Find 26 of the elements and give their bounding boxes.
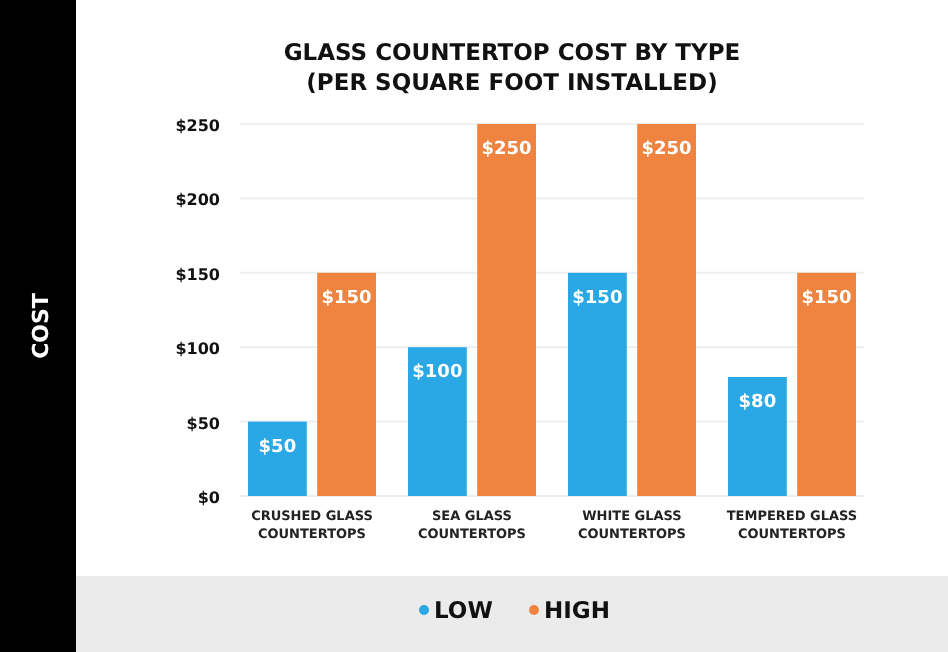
legend-label: LOW xyxy=(434,596,494,624)
bar xyxy=(728,376,787,496)
data-label: $250 xyxy=(481,140,532,160)
data-label: $80 xyxy=(738,392,777,413)
data-label: $50 xyxy=(258,437,297,458)
bar xyxy=(317,272,376,496)
bar xyxy=(637,124,696,496)
data-label: $150 xyxy=(801,288,852,309)
y-tick-label: $150 xyxy=(175,265,221,284)
legend-label: HIGH xyxy=(544,596,610,624)
chart-title: GLASS COUNTERTOP COST BY TYPE (PER SQUARE FOOT INSTALLED) xyxy=(283,38,741,96)
text: COST xyxy=(28,292,54,359)
bar xyxy=(248,421,307,496)
y-tick-label: $0 xyxy=(197,489,221,507)
data-label: $150 xyxy=(321,288,372,309)
bar xyxy=(797,272,856,496)
y-tick-label: $250 xyxy=(175,117,221,135)
bar xyxy=(568,272,627,496)
data-label: $100 xyxy=(412,363,463,384)
data-label: $250 xyxy=(641,140,692,160)
data-label: $150 xyxy=(572,288,623,309)
y-tick-label: $100 xyxy=(175,340,221,359)
bar xyxy=(408,347,467,496)
y-tick-label: $50 xyxy=(186,414,221,433)
y-tick-label: $200 xyxy=(175,191,221,210)
bar xyxy=(477,124,536,496)
